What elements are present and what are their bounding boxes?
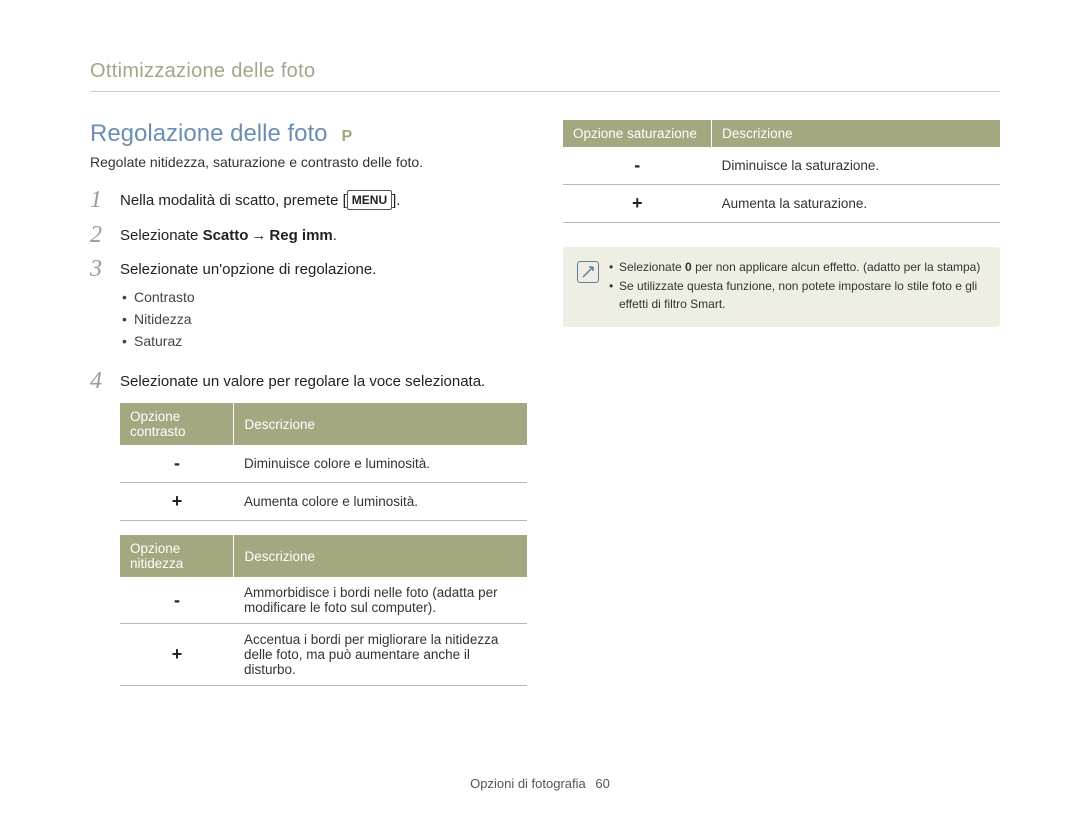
note-icon [577,261,599,283]
cell-desc: Aumenta la saturazione. [712,185,1000,223]
table-row: - Diminuisce la saturazione. [563,147,1000,185]
step-text: Selezionate un'opzione di regolazione. C… [120,257,376,359]
step-number: 4 [90,369,108,393]
th-saturazione-opzione: Opzione saturazione [563,120,712,147]
table-row: + Aumenta la saturazione. [563,185,1000,223]
step-1: 1 Nella modalità di scatto, premete [MEN… [90,188,527,213]
cell-desc: Diminuisce la saturazione. [712,147,1000,185]
left-column: Regolazione delle foto P Regolate nitide… [90,120,527,700]
table-row: - Diminuisce colore e luminosità. [120,445,527,483]
note-box: Selezionate 0 per non applicare alcun ef… [563,247,1000,327]
table-row: - Ammorbidisce i bordi nelle foto (adatt… [120,577,527,624]
step3-bullets: Contrasto Nitidezza Saturaz [122,286,376,353]
page-number: 60 [595,776,609,791]
page-footer: Opzioni di fotografia 60 [0,776,1080,791]
step3-text: Selezionate un'opzione di regolazione. [120,261,376,278]
table-nitidezza: Opzione nitidezza Descrizione - Ammorbid… [120,535,527,686]
page-header: Ottimizzazione delle foto [90,60,1000,83]
step-text: Selezionate Scatto→Reg imm. [120,223,337,248]
step-number: 1 [90,188,108,212]
cell-symbol: - [563,147,712,185]
th-contrasto-opzione: Opzione contrasto [120,403,234,445]
step-number: 3 [90,257,108,281]
step2-post: . [333,227,337,244]
step-text: Nella modalità di scatto, premete [MENU]… [120,188,400,213]
cell-symbol: + [563,185,712,223]
step-4: 4 Selezionate un valore per regolare la … [90,369,527,394]
th-nitidezza-descrizione: Descrizione [234,535,527,577]
step2-pre: Selezionate [120,227,203,244]
cell-desc: Aumenta colore e luminosità. [234,483,527,521]
step1-post: ]. [392,192,400,209]
note-item-1: Selezionate 0 per non applicare alcun ef… [609,259,986,276]
right-column: Opzione saturazione Descrizione - Diminu… [563,120,1000,700]
step-text: Selezionate un valore per regolare la vo… [120,369,485,394]
note-content: Selezionate 0 per non applicare alcun ef… [609,259,986,315]
table-row: + Accentua i bordi per migliorare la nit… [120,624,527,686]
bullet-nitidezza: Nitidezza [122,308,376,330]
step1-pre: Nella modalità di scatto, premete [ [120,192,347,209]
section-title-text: Regolazione delle foto [90,120,328,148]
section-title: Regolazione delle foto P [90,120,527,148]
table-saturazione: Opzione saturazione Descrizione - Diminu… [563,120,1000,223]
step2-bold2: Reg imm [269,227,332,244]
th-saturazione-descrizione: Descrizione [712,120,1000,147]
step-3: 3 Selezionate un'opzione di regolazione.… [90,257,527,359]
arrow-icon: → [251,225,266,248]
bullet-saturaz: Saturaz [122,330,376,352]
header-divider [90,91,1000,92]
step-number: 2 [90,223,108,247]
cell-desc: Ammorbidisce i bordi nelle foto (adatta … [234,577,527,624]
step-2: 2 Selezionate Scatto→Reg imm. [90,223,527,248]
note1-bold: 0 [685,260,692,274]
note-item-2: Se utilizzate questa funzione, non potet… [609,278,986,313]
cell-desc: Diminuisce colore e luminosità. [234,445,527,483]
note1-post: per non applicare alcun effetto. (adatto… [692,260,981,274]
cell-symbol: + [120,483,234,521]
section-subtitle: Regolate nitidezza, saturazione e contra… [90,154,527,170]
table-contrasto: Opzione contrasto Descrizione - Diminuis… [120,403,527,521]
table-row: + Aumenta colore e luminosità. [120,483,527,521]
footer-label: Opzioni di fotografia [470,776,586,791]
menu-button-icon: MENU [347,190,392,210]
th-nitidezza-opzione: Opzione nitidezza [120,535,234,577]
note1-pre: Selezionate [619,260,685,274]
cell-symbol: - [120,445,234,483]
step2-bold1: Scatto [203,227,249,244]
content-columns: Regolazione delle foto P Regolate nitide… [90,120,1000,700]
cell-desc: Accentua i bordi per migliorare la nitid… [234,624,527,686]
th-contrasto-descrizione: Descrizione [234,403,527,445]
bullet-contrasto: Contrasto [122,286,376,308]
mode-badge-p: P [342,128,353,146]
cell-symbol: + [120,624,234,686]
cell-symbol: - [120,577,234,624]
